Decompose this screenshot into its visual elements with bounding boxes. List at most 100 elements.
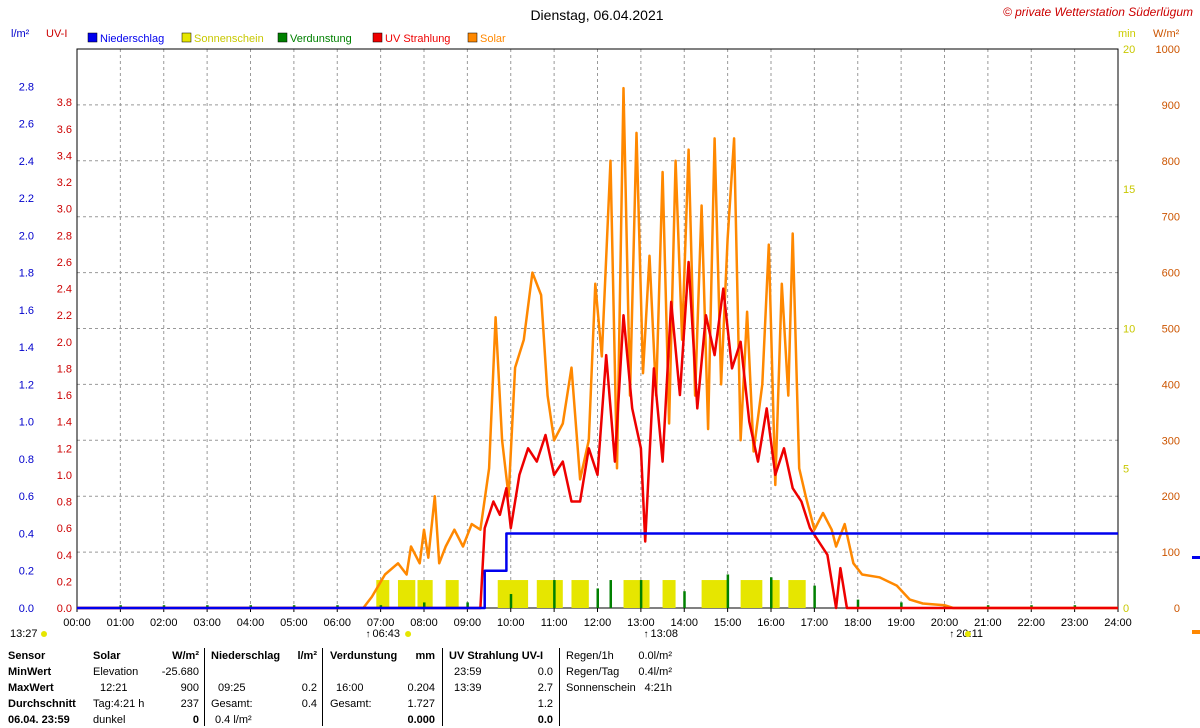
solar-label: 12:21 <box>100 682 128 694</box>
sun-marker-icon <box>41 631 47 637</box>
rain-label: 0.4 l/m² <box>215 714 252 726</box>
evaporation-spike <box>553 580 556 608</box>
legend-label: Sonnenschein <box>194 33 264 45</box>
solar-head: Solar <box>93 650 121 662</box>
evaporation-spike <box>423 602 426 608</box>
x-tick-label: 18:00 <box>844 617 872 629</box>
evaporation-spike <box>986 605 990 608</box>
y-uv-tick-label: 2.2 <box>57 310 72 322</box>
marker-arrow-icon: ↑ <box>365 629 370 640</box>
rain-line <box>77 532 1118 610</box>
evaporation-spike <box>1073 605 1077 608</box>
evap-label: Gesamt: <box>330 698 372 710</box>
sensor-row: MaxWert <box>8 682 54 694</box>
sunshine-bar <box>623 580 650 608</box>
evap-unit: mm <box>415 650 435 662</box>
evaporation-spike <box>813 585 816 608</box>
evap-value: 0.000 <box>407 714 435 726</box>
uv-head: UV Strahlung UV-I <box>449 650 544 662</box>
x-tick-label: 01:00 <box>107 617 135 629</box>
evap-value: 0.204 <box>407 682 435 694</box>
y-uv-tick-label: 3.0 <box>57 204 72 216</box>
x-tick-label: 10:00 <box>497 617 525 629</box>
y-rain-tick-label: 2.2 <box>19 193 34 205</box>
y-uv-tick-label: 3.6 <box>57 124 72 136</box>
y-uv-tick-label: 1.6 <box>57 390 72 402</box>
x-tick-label: 21:00 <box>974 617 1002 629</box>
unit-rain-label: l/m² <box>11 28 30 40</box>
x-tick-label: 22:00 <box>1017 617 1045 629</box>
legend-swatch <box>181 32 192 43</box>
y-rain-tick-label: 1.0 <box>19 417 34 429</box>
y-uv-tick-label: 0.6 <box>57 523 72 535</box>
rain-column: Niederschlag l/m² 09:25 0.2 Gesamt: 0.4 0.4… <box>211 648 317 728</box>
y-wm2-tick-label: 800 <box>1162 156 1180 168</box>
solar-line <box>77 86 1118 610</box>
evaporation-spike <box>596 588 599 608</box>
table-divider <box>322 648 323 726</box>
solar-value: -25.680 <box>161 666 199 678</box>
x-tick-label: 20:00 <box>931 617 959 629</box>
sensor-row: MinWert <box>8 666 52 678</box>
y-rain-tick-label: 1.6 <box>19 305 34 317</box>
y-uv-tick-label: 1.2 <box>57 443 72 455</box>
time-marker-label: 06:43 <box>372 628 400 640</box>
evaporation-spike <box>770 577 773 608</box>
evaporation-spike <box>683 591 686 608</box>
plot-area <box>77 86 1118 610</box>
y-wm2-tick-label: 500 <box>1162 324 1180 336</box>
x-tick-label: 13:00 <box>627 617 655 629</box>
legend-label: Verdunstung <box>290 33 352 45</box>
weather-chart: Dienstag, 06.04.2021 © private Wettersta… <box>10 5 1200 640</box>
x-tick-label: 08:00 <box>410 617 438 629</box>
sunshine-bar <box>701 580 728 608</box>
solar-label: dunkel <box>93 714 126 726</box>
evap-head: Verdunstung <box>330 650 398 662</box>
uv-value: 2.7 <box>537 682 553 694</box>
sunshine-bar <box>376 580 390 608</box>
solar-level-indicator <box>1192 630 1200 634</box>
evaporation-spike <box>639 580 643 608</box>
x-tick-label: 15:00 <box>714 617 742 629</box>
x-tick-label: 06:00 <box>323 617 351 629</box>
y-uv-tick-label: 0.0 <box>57 603 72 615</box>
uv-value: 0.0 <box>537 666 553 678</box>
evaporation-spike <box>292 605 296 608</box>
y-min-tick-label: 15 <box>1123 184 1135 196</box>
rain-value: 0.2 <box>301 682 317 694</box>
summary-value: 0.4l/m² <box>638 666 672 678</box>
rain-head: Niederschlag <box>211 650 281 662</box>
sensor-row: 06.04. 23:59 <box>8 714 70 726</box>
evaporation-spike <box>943 605 946 608</box>
sunshine-bar <box>662 580 676 608</box>
x-tick-label: 00:00 <box>63 617 91 629</box>
y-wm2-tick-label: 200 <box>1162 491 1180 503</box>
sunshine-bar <box>771 580 780 608</box>
y-wm2-tick-label: 600 <box>1162 268 1180 280</box>
y-rain-tick-label: 2.6 <box>19 119 34 131</box>
evaporation-spike <box>336 605 339 608</box>
sensor-row: Durchschnitt <box>8 698 76 710</box>
copyright-text: © private Wetterstation Süderlügum <box>1003 5 1193 19</box>
legend: Niederschlag Sonnenschein Verdunstung UV St… <box>87 32 506 45</box>
sun-marker-icon <box>964 631 971 637</box>
y-rain-tick-label: 1.2 <box>19 379 34 391</box>
unit-uv-label: UV-I <box>46 28 67 40</box>
evaporation-spike <box>509 594 513 608</box>
y-rain-tick-label: 0.6 <box>19 491 34 503</box>
y-rain-tick-label: 2.8 <box>19 81 34 93</box>
time-marker-label: 13:27 <box>10 628 38 640</box>
axes: 00:00 01:00 02:00 03:00 04:00 05:00 06:00 07:00… <box>10 44 1200 640</box>
x-tick-label: 14:00 <box>670 617 698 629</box>
evap-label: 16:00 <box>336 682 364 694</box>
y-uv-tick-label: 0.4 <box>57 550 72 562</box>
y-uv-tick-label: 3.2 <box>57 177 72 189</box>
x-tick-label: 16:00 <box>757 617 785 629</box>
evaporation-spike <box>609 580 613 608</box>
y-uv-tick-label: 2.8 <box>57 230 72 242</box>
rain-label: Gesamt: <box>211 698 253 710</box>
y-wm2-tick-label: 1000 <box>1156 44 1180 56</box>
evaporation-spike <box>856 599 860 608</box>
rain-unit: l/m² <box>297 650 317 662</box>
table-divider <box>204 648 205 726</box>
